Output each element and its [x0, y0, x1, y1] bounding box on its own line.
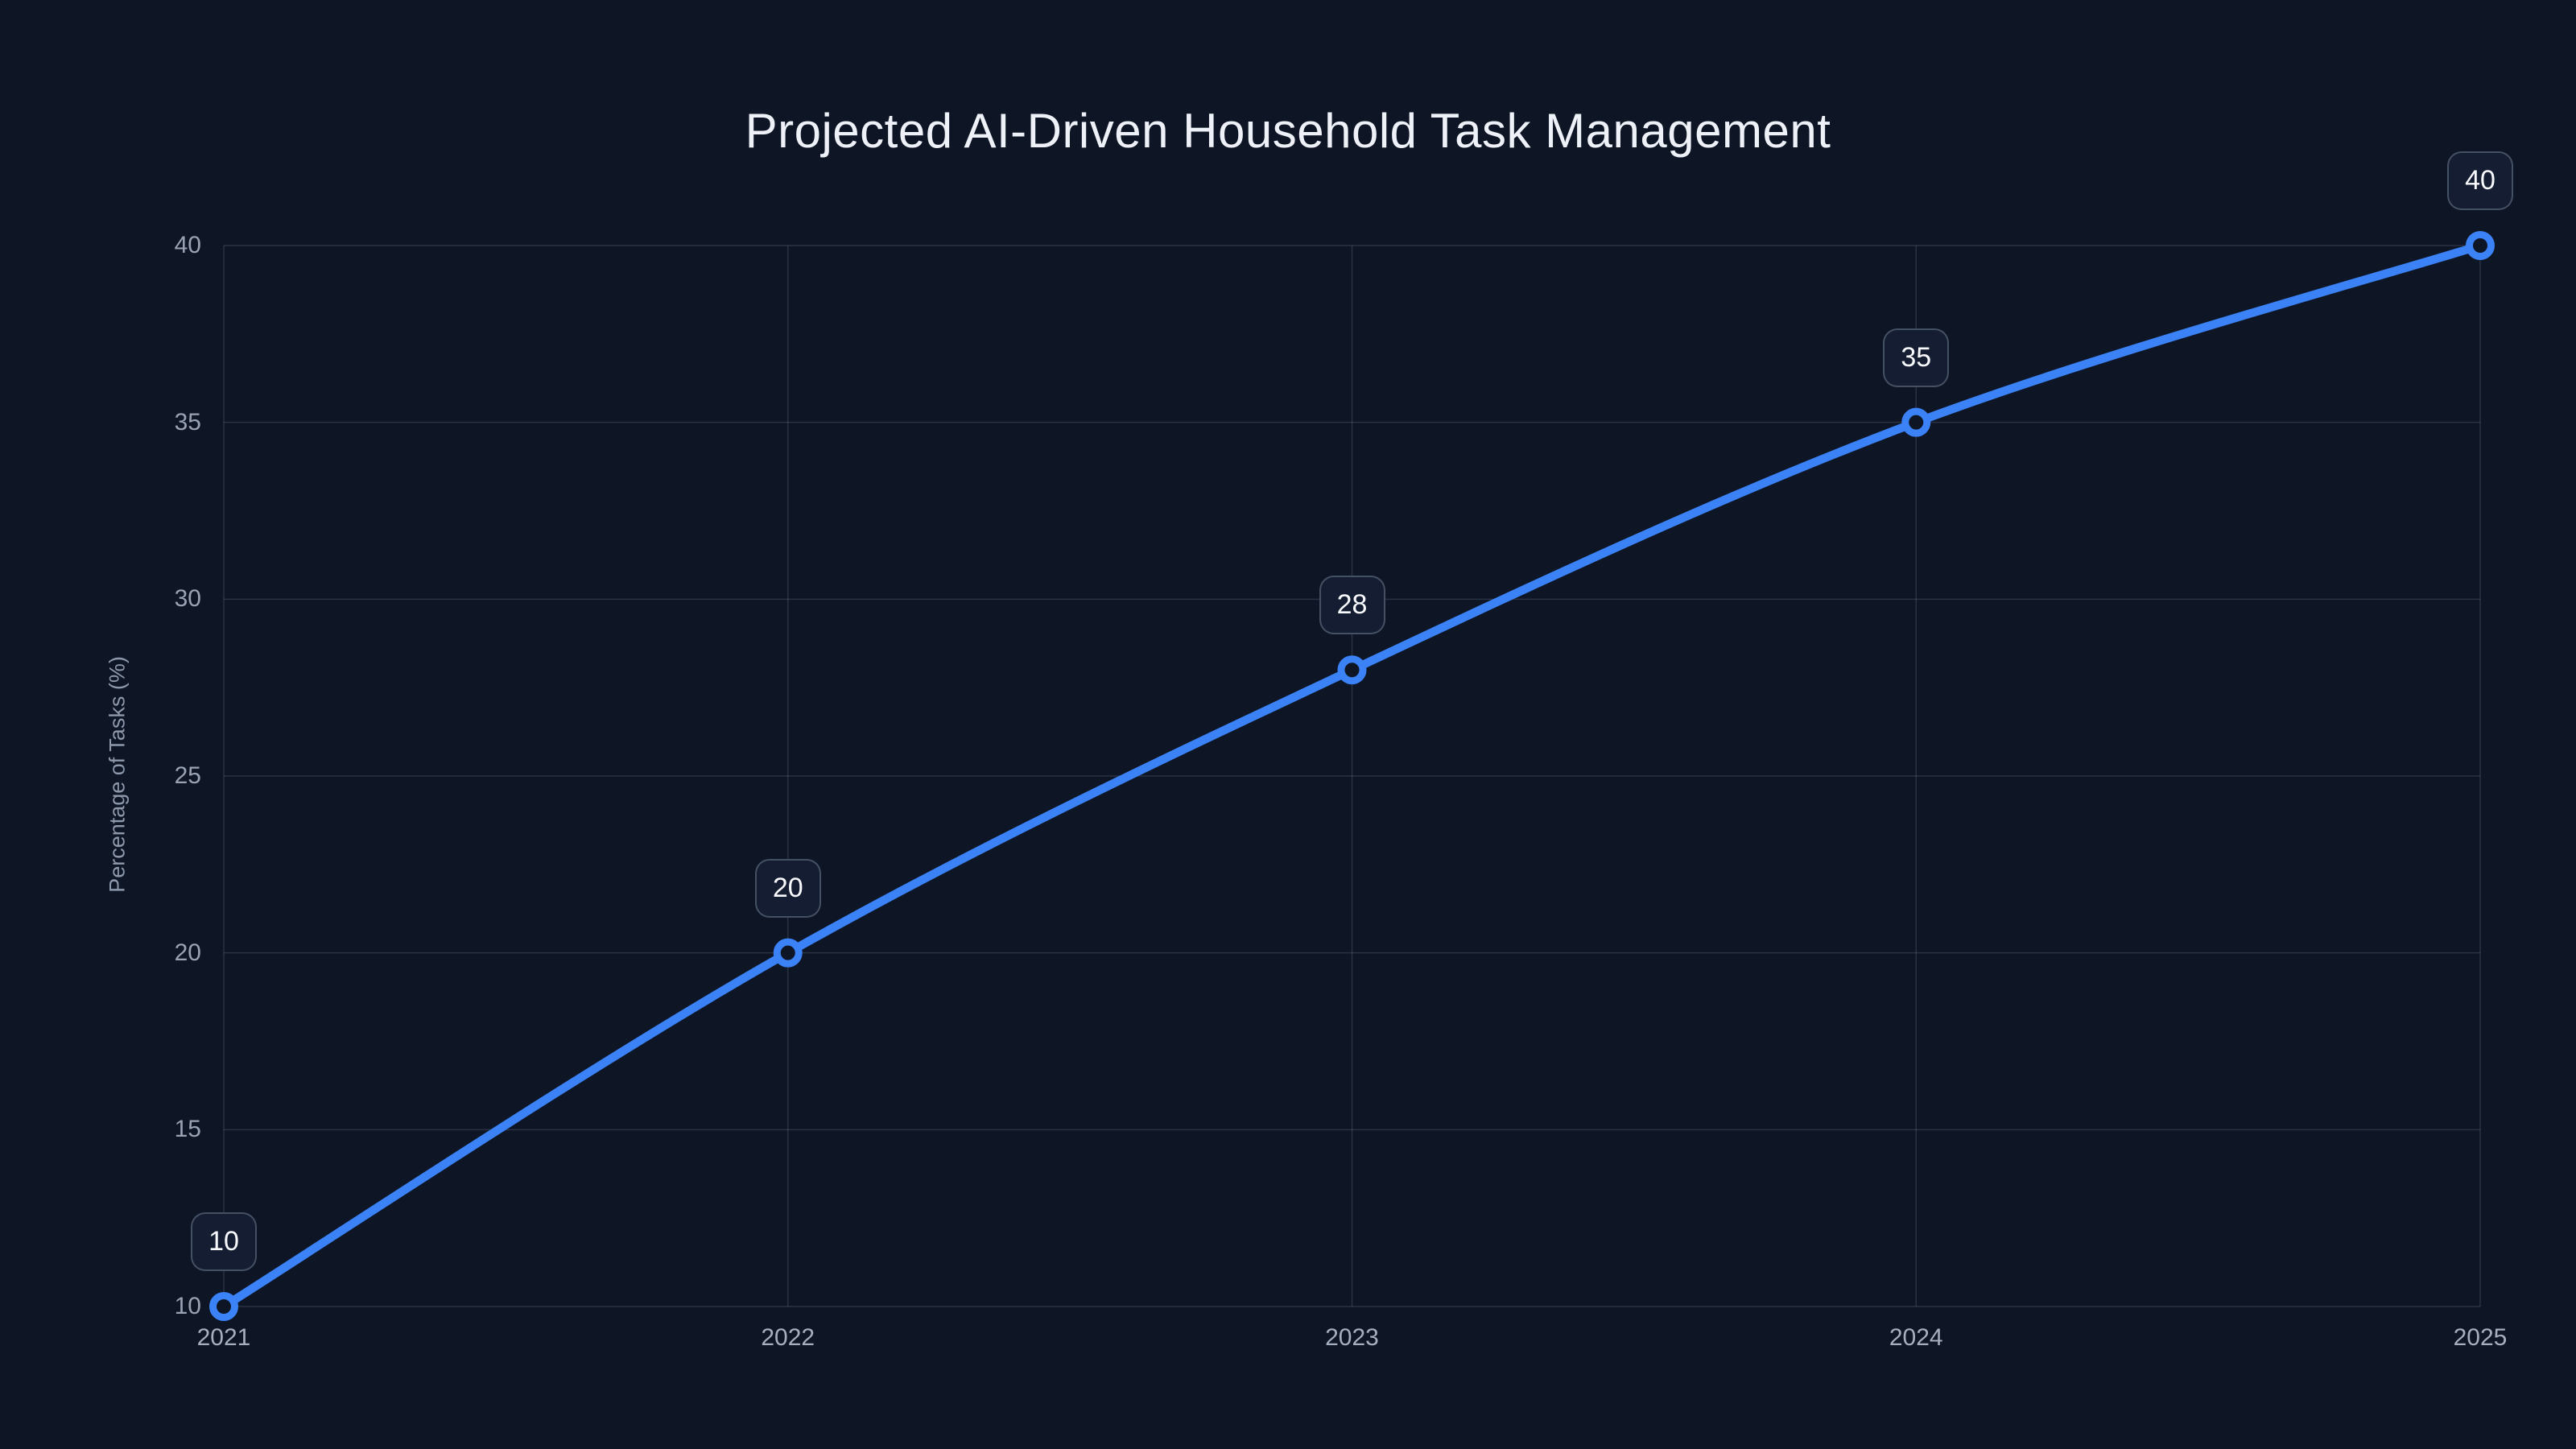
x-tick-label-2022: 2022 — [761, 1324, 815, 1351]
data-point-label-2022: 20 — [754, 858, 821, 918]
y-tick-label-35: 35 — [174, 408, 201, 436]
x-tick-label-2025: 2025 — [2453, 1324, 2508, 1351]
data-point-label-2023: 28 — [1319, 576, 1385, 635]
data-point-label-2024: 35 — [1883, 328, 1950, 387]
data-point-marker-2025 — [2466, 231, 2495, 260]
data-point-marker-2023 — [1337, 655, 1367, 685]
x-tick-label-2023: 2023 — [1325, 1324, 1379, 1351]
x-tick-label-2021: 2021 — [196, 1324, 251, 1351]
x-tick-label-2024: 2024 — [1889, 1324, 1943, 1351]
data-point-marker-2021 — [209, 1292, 238, 1321]
y-tick-label-25: 25 — [174, 762, 201, 789]
data-point-label-2025: 40 — [2447, 151, 2513, 210]
y-tick-label-20: 20 — [174, 939, 201, 966]
y-tick-label-40: 40 — [174, 232, 201, 258]
data-point-marker-2024 — [1901, 407, 1931, 437]
data-point-label-2021: 10 — [191, 1212, 257, 1271]
data-point-marker-2022 — [773, 938, 803, 968]
y-tick-label-10: 10 — [174, 1293, 201, 1319]
y-tick-label-15: 15 — [174, 1116, 201, 1143]
chart-title: Projected AI-Driven Household Task Manag… — [745, 104, 1831, 158]
y-tick-label-30: 30 — [174, 585, 201, 613]
